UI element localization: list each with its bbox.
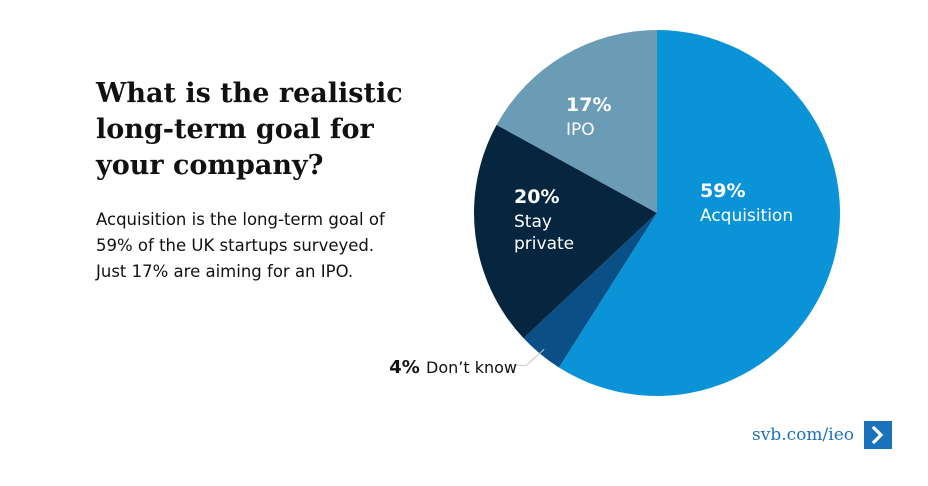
slice-label-stay-private-name: Stay xyxy=(514,212,552,232)
slice-label-stay-private-name: private xyxy=(514,234,574,254)
pie-slice-acquisition xyxy=(558,30,841,396)
summary-line-3: Just 17% are aiming for an IPO. xyxy=(96,262,354,281)
pie-slice-ipo xyxy=(496,30,657,213)
summary-line-1: Acquisition is the long-term goal of xyxy=(96,210,385,229)
summary-line-2: 59% of the UK startups surveyed. xyxy=(96,236,375,255)
footer: svb.com/ieo xyxy=(752,421,892,449)
summary-text: Acquisition is the long-term goal of 59%… xyxy=(96,207,426,285)
leader-line-dont-know xyxy=(514,349,545,366)
chevron-right-icon[interactable] xyxy=(864,421,892,449)
slice-label-acquisition-percent: 59% xyxy=(700,180,745,202)
slice-label-acquisition-name: Acquisition xyxy=(700,206,793,226)
page-title: What is the realistic long-term goal for… xyxy=(96,76,403,184)
pie-slice-stay-private xyxy=(473,124,657,339)
slice-label-stay-private-percent: 20% xyxy=(514,186,559,208)
slice-label-ipo-percent: 17% xyxy=(566,94,611,116)
chevron-right-glyph xyxy=(871,426,884,444)
pie-slice-dont-know xyxy=(523,213,657,368)
slice-label-dont-know: 4% Don’t know xyxy=(389,357,517,378)
website-link[interactable]: svb.com/ieo xyxy=(752,425,854,445)
slice-label-ipo-name: IPO xyxy=(566,120,595,140)
title-line-2: long-term goal for xyxy=(96,114,374,145)
title-line-3: your company? xyxy=(96,150,324,181)
title-line-1: What is the realistic xyxy=(96,78,403,109)
